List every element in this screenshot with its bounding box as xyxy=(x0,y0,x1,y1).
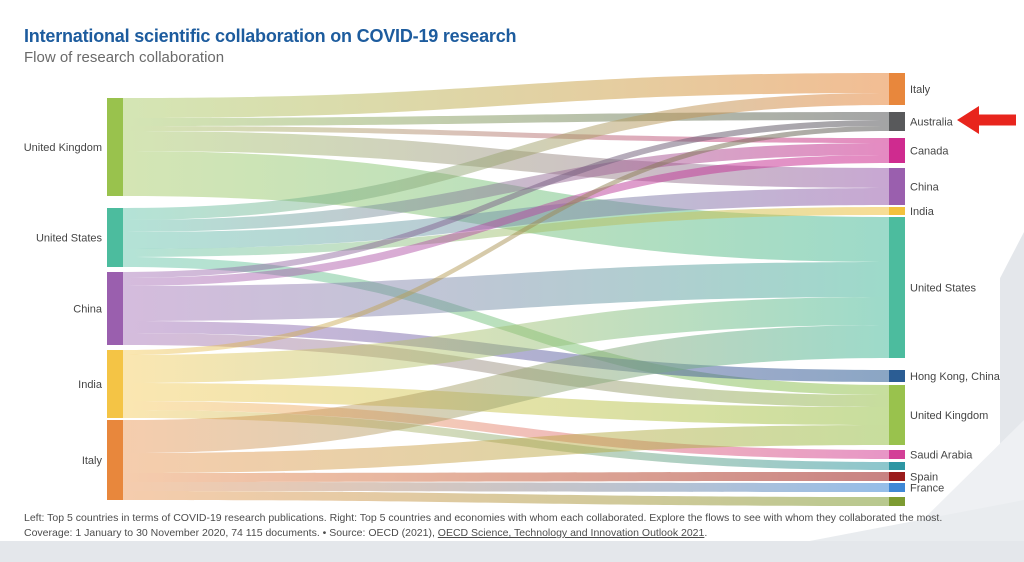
node-r-italy[interactable] xyxy=(889,73,905,105)
node-label-r-italy: Italy xyxy=(910,84,931,96)
node-r-hk[interactable] xyxy=(889,370,905,382)
flow-l-china-to-r-australia[interactable] xyxy=(123,120,889,278)
node-label-l-us: United States xyxy=(36,233,103,245)
node-r-india[interactable] xyxy=(889,207,905,215)
node-label-r-hk: Hong Kong, China xyxy=(910,371,1001,383)
caption-line2-suffix: . xyxy=(704,527,708,540)
node-label-l-china: China xyxy=(73,304,103,316)
node-label-r-canada: Canada xyxy=(910,146,949,158)
node-r-australia[interactable] xyxy=(889,112,905,131)
flow-l-uk-to-r-us[interactable] xyxy=(123,151,889,262)
node-r-olive[interactable] xyxy=(889,497,905,506)
flow-l-us-to-r-canada[interactable] xyxy=(123,143,889,232)
flow-l-china-to-r-us[interactable] xyxy=(123,262,889,321)
node-r-teal[interactable] xyxy=(889,462,905,470)
flow-l-us-to-r-italy[interactable] xyxy=(123,93,889,220)
node-label-l-italy: Italy xyxy=(82,455,103,467)
node-label-r-china: China xyxy=(910,182,940,194)
node-label-r-india: India xyxy=(910,206,935,218)
node-r-france[interactable] xyxy=(889,483,905,492)
node-r-us[interactable] xyxy=(889,217,905,358)
node-l-india[interactable] xyxy=(107,350,123,418)
flow-l-india-to-r-australia[interactable] xyxy=(123,126,889,355)
page-title: International scientific collaboration o… xyxy=(24,26,517,46)
background-decoration-band xyxy=(0,541,1024,562)
chart-caption: Left: Top 5 countries in terms of COVID-… xyxy=(24,511,999,541)
node-l-uk[interactable] xyxy=(107,98,123,196)
red-arrow-annotation xyxy=(957,106,1016,134)
flow-l-italy-to-r-us[interactable] xyxy=(123,325,889,453)
node-r-uk[interactable] xyxy=(889,385,905,445)
flow-l-china-to-r-canada[interactable] xyxy=(123,155,889,286)
flow-l-us-to-r-india[interactable] xyxy=(123,207,889,257)
node-label-r-spain: Spain xyxy=(910,472,938,484)
caption-line2-prefix: Coverage: 1 January to 30 November 2020,… xyxy=(24,527,438,540)
flow-l-india-to-r-us[interactable] xyxy=(123,297,889,383)
node-label-r-us: United States xyxy=(910,283,977,295)
node-r-spain[interactable] xyxy=(889,472,905,481)
node-label-r-saudi: Saudi Arabia xyxy=(910,450,973,462)
flow-l-italy-to-r-uk[interactable] xyxy=(123,425,889,473)
node-label-r-uk: United Kingdom xyxy=(910,410,988,422)
node-r-china[interactable] xyxy=(889,168,905,205)
node-label-r-france: France xyxy=(910,483,944,495)
node-r-canada[interactable] xyxy=(889,138,905,163)
flow-l-italy-to-r-spain[interactable] xyxy=(123,472,889,482)
flow-l-italy-to-r-olive[interactable] xyxy=(123,491,889,506)
page-subtitle: Flow of research collaboration xyxy=(24,49,225,66)
source-link[interactable]: OECD Science, Technology and Innovation … xyxy=(437,527,705,540)
flow-l-italy-to-r-france[interactable] xyxy=(123,482,889,492)
node-l-italy[interactable] xyxy=(107,420,123,500)
flow-l-uk-to-r-italy[interactable] xyxy=(123,73,889,118)
node-l-china[interactable] xyxy=(107,272,123,345)
node-label-r-australia: Australia xyxy=(910,117,954,129)
caption-line1: Left: Top 5 countries in terms of COVID-… xyxy=(24,512,943,524)
node-label-l-uk: United Kingdom xyxy=(24,142,102,154)
node-l-us[interactable] xyxy=(107,208,123,267)
node-r-saudi[interactable] xyxy=(889,450,905,459)
node-label-l-india: India xyxy=(78,379,103,391)
flow-l-india-to-r-saudi[interactable] xyxy=(123,401,889,459)
